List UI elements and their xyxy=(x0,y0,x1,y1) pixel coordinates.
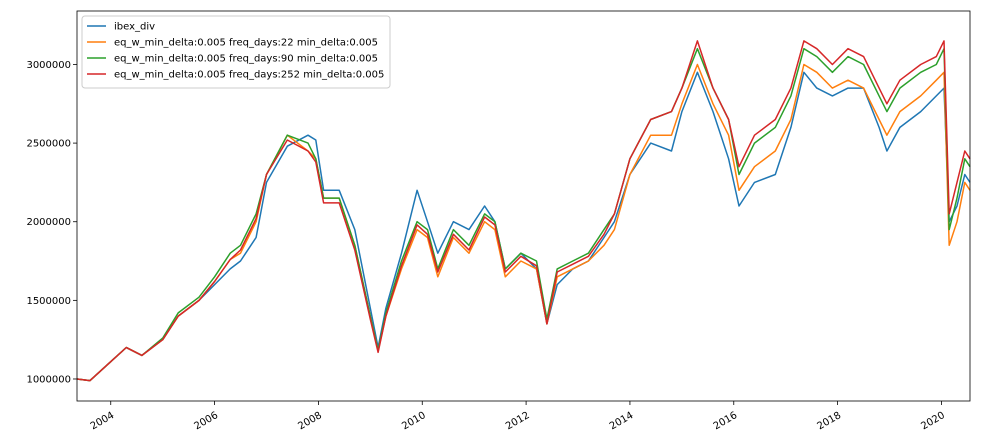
x-tick-label: 2016 xyxy=(712,410,740,432)
legend-box xyxy=(81,15,391,89)
y-tick-label: 1000000 xyxy=(26,374,71,385)
x-tick-label: 2012 xyxy=(504,410,532,432)
y-tick-label: 2500000 xyxy=(26,139,71,150)
y-tick-label: 1500000 xyxy=(26,296,71,307)
x-tick-label: 2020 xyxy=(919,410,947,432)
legend-label: eq_w_min_delta:0.005 freq_days:22 min_de… xyxy=(114,38,378,49)
legend-label: eq_w_min_delta:0.005 freq_days:90 min_de… xyxy=(114,54,378,65)
x-tick-label: 2008 xyxy=(296,410,324,432)
x-tick-label: 2004 xyxy=(89,410,117,432)
series-layer xyxy=(76,40,971,382)
legend: ibex_div eq_w_min_delta:0.005 freq_days:2… xyxy=(81,15,391,89)
x-tick-label: 2010 xyxy=(400,410,428,432)
y-tick-label: 3000000 xyxy=(26,60,71,71)
series-line-4 xyxy=(76,40,971,382)
y-tick-label: 2000000 xyxy=(26,217,71,228)
x-tick-label: 2018 xyxy=(816,410,844,432)
x-tick-label: 2006 xyxy=(193,410,221,432)
legend-label: eq_w_min_delta:0.005 freq_days:252 min_d… xyxy=(114,70,384,81)
series-line-3 xyxy=(76,47,971,382)
legend-label: ibex_div xyxy=(114,22,155,33)
plot-frame xyxy=(76,10,971,402)
x-tick-label: 2014 xyxy=(608,410,636,432)
